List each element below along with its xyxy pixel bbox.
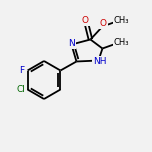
Text: CH₃: CH₃ <box>114 38 129 47</box>
Text: N: N <box>68 39 75 48</box>
Text: O: O <box>82 16 89 25</box>
Text: Cl: Cl <box>16 85 25 94</box>
Text: F: F <box>19 66 24 75</box>
Text: NH: NH <box>93 57 106 66</box>
Text: O: O <box>100 19 107 28</box>
Text: CH₃: CH₃ <box>114 16 129 25</box>
